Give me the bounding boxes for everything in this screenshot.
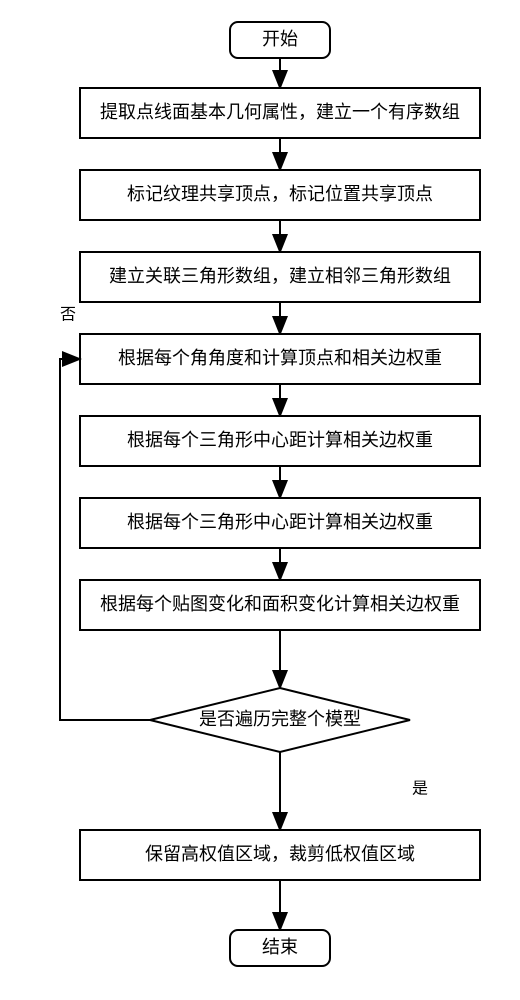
- process-label: 提取点线面基本几何属性，建立一个有序数组: [100, 102, 460, 122]
- process-label: 根据每个三角形中心距计算相关边权重: [127, 430, 433, 450]
- process-label: 标记纹理共享顶点，标记位置共享顶点: [127, 184, 433, 204]
- terminator-end-label: 结束: [262, 937, 298, 957]
- process-label: 根据每个贴图变化和面积变化计算相关边权重: [100, 594, 460, 614]
- process-label-final: 保留高权值区域，裁剪低权值区域: [145, 844, 415, 864]
- decision-label: 是否遍历完整个模型: [199, 709, 361, 729]
- branch-yes-label: 是: [412, 781, 428, 798]
- process-label: 建立关联三角形数组，建立相邻三角形数组: [109, 266, 451, 286]
- terminator-start-label: 开始: [262, 29, 298, 49]
- process-label: 根据每个三角形中心距计算相关边权重: [127, 512, 433, 532]
- branch-no-label: 否: [60, 307, 76, 324]
- process-label: 根据每个角角度和计算顶点和相关边权重: [118, 348, 442, 368]
